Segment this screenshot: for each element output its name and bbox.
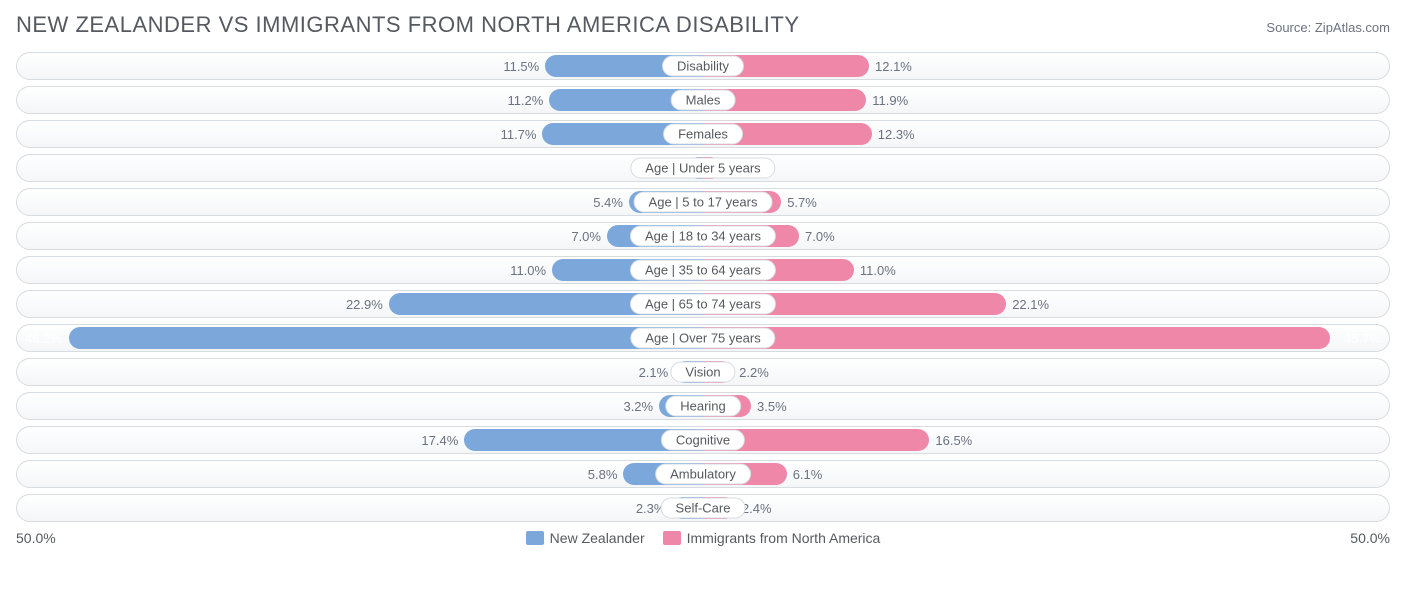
value-right: 11.9% [872, 93, 908, 108]
value-right: 6.1% [793, 467, 823, 482]
chart-rows: 11.5% 12.1% Disability 11.2% 11.9% Males 11.7%… [16, 52, 1390, 522]
value-left: 3.2% [623, 399, 653, 414]
value-right: 11.0% [860, 263, 896, 278]
row-label: Age | 18 to 34 years [630, 226, 776, 247]
source-attribution: Source: ZipAtlas.com [1266, 20, 1390, 35]
value-left: 2.1% [639, 365, 669, 380]
legend-swatch-left [526, 531, 544, 545]
row-label: Vision [670, 362, 735, 383]
axis-max-right: 50.0% [1350, 530, 1390, 546]
axis-max-left: 50.0% [16, 530, 56, 546]
value-right: 3.5% [757, 399, 787, 414]
row-label: Age | 5 to 17 years [634, 192, 773, 213]
row-label: Disability [662, 56, 744, 77]
chart-footer: 50.0% New Zealander Immigrants from Nort… [16, 530, 1390, 546]
value-right: 12.1% [875, 59, 912, 74]
row-label: Ambulatory [655, 464, 751, 485]
source-label: Source: [1266, 20, 1311, 35]
chart-row: 11.0% 11.0% Age | 35 to 64 years [16, 256, 1390, 284]
value-left: 11.2% [507, 93, 543, 108]
row-label: Age | Over 75 years [630, 328, 775, 349]
legend-label-left: New Zealander [550, 530, 645, 546]
legend-item-right: Immigrants from North America [663, 530, 881, 546]
value-right: 7.0% [805, 229, 835, 244]
row-label: Hearing [665, 396, 741, 417]
chart-row: 5.4% 5.7% Age | 5 to 17 years [16, 188, 1390, 216]
value-left: 22.9% [346, 297, 383, 312]
value-left: 11.5% [503, 59, 539, 74]
bar-left [69, 327, 703, 349]
value-right: 16.5% [935, 433, 972, 448]
value-left: 17.4% [421, 433, 458, 448]
chart-row: 2.3%2.4%Self-Care [16, 494, 1390, 522]
value-left: 7.0% [571, 229, 601, 244]
value-right: 45.7% [1344, 331, 1381, 346]
chart-row: 3.2% 3.5% Hearing [16, 392, 1390, 420]
chart-row: 11.5% 12.1% Disability [16, 52, 1390, 80]
source-link[interactable]: ZipAtlas.com [1315, 20, 1390, 35]
value-right: 22.1% [1012, 297, 1049, 312]
chart-row: 46.2% 45.7% Age | Over 75 years [16, 324, 1390, 352]
chart-row: 1.2%1.4%Age | Under 5 years [16, 154, 1390, 182]
row-label: Age | Under 5 years [630, 158, 775, 179]
chart-row: 7.0% 7.0% Age | 18 to 34 years [16, 222, 1390, 250]
value-left: 46.2% [25, 331, 62, 346]
chart-row: 2.1% 2.2% Vision [16, 358, 1390, 386]
chart-row: 11.2% 11.9% Males [16, 86, 1390, 114]
chart-row: 5.8% 6.1% Ambulatory [16, 460, 1390, 488]
value-right: 2.4% [742, 501, 772, 516]
row-label: Self-Care [661, 498, 746, 519]
value-right: 12.3% [878, 127, 915, 142]
value-right: 5.7% [787, 195, 817, 210]
value-right: 2.2% [739, 365, 769, 380]
row-label: Males [671, 90, 736, 111]
row-label: Cognitive [661, 430, 745, 451]
chart-row: 17.4% 16.5% Cognitive [16, 426, 1390, 454]
value-left: 5.8% [588, 467, 618, 482]
chart-title: NEW ZEALANDER VS IMMIGRANTS FROM NORTH A… [16, 12, 800, 38]
value-left: 11.7% [501, 127, 537, 142]
value-left: 5.4% [593, 195, 623, 210]
row-label: Age | 35 to 64 years [630, 260, 776, 281]
legend: New Zealander Immigrants from North Amer… [56, 530, 1351, 546]
legend-item-left: New Zealander [526, 530, 645, 546]
legend-label-right: Immigrants from North America [687, 530, 881, 546]
legend-swatch-right [663, 531, 681, 545]
chart-row: 22.9% 22.1% Age | 65 to 74 years [16, 290, 1390, 318]
row-label: Age | 65 to 74 years [630, 294, 776, 315]
chart-header: NEW ZEALANDER VS IMMIGRANTS FROM NORTH A… [16, 12, 1390, 38]
row-label: Females [663, 124, 743, 145]
bar-right [703, 327, 1330, 349]
value-left: 11.0% [510, 263, 546, 278]
chart-row: 11.7% 12.3% Females [16, 120, 1390, 148]
